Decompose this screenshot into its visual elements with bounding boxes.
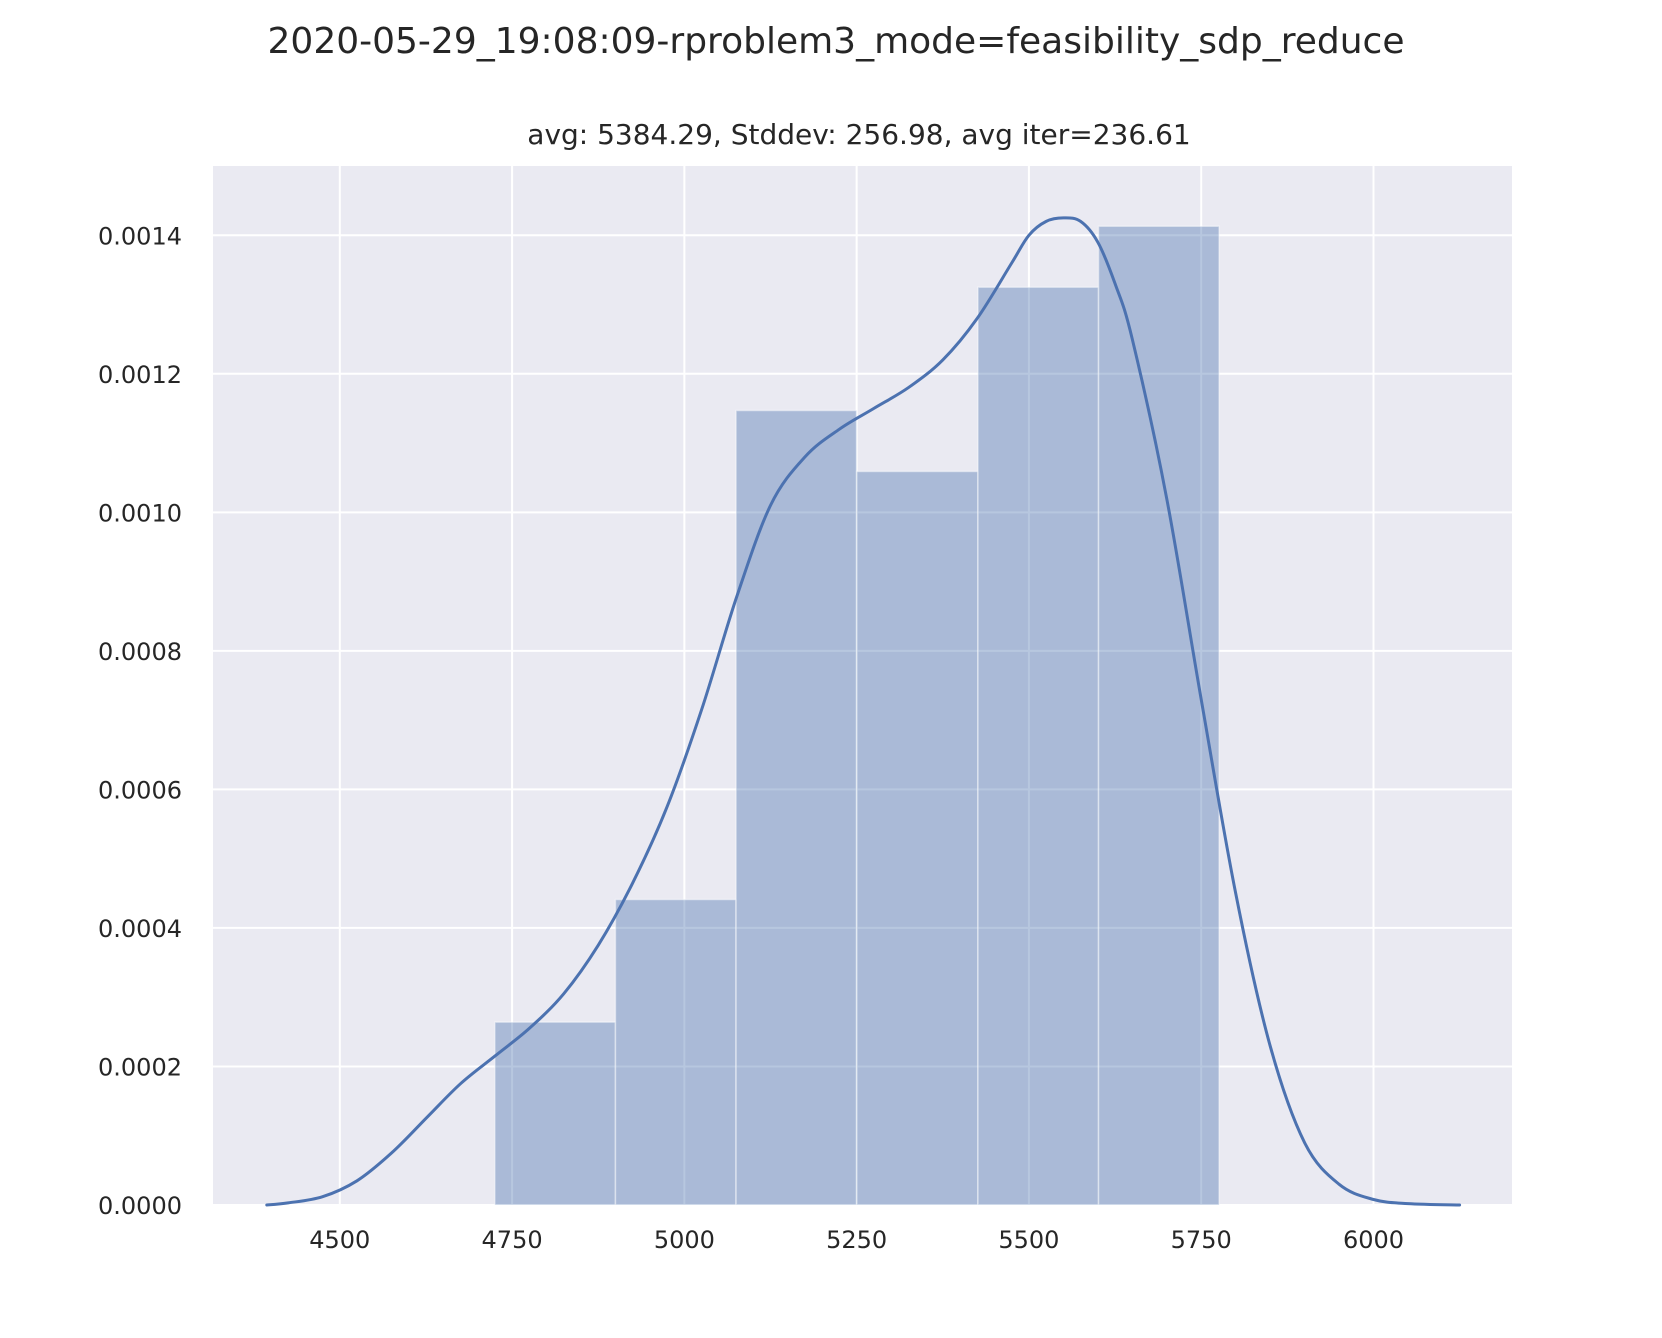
y-tick-label: 0.0002 (98, 1053, 182, 1081)
histogram-bar (1097, 225, 1220, 1206)
histogram-bar (614, 898, 737, 1206)
y-axis-tick-labels: 0.0000 0.0002 0.0004 0.0006 0.0008 0.0010 0.00… (98, 222, 182, 1220)
x-tick-label: 6000 (1343, 1226, 1404, 1254)
y-tick-label: 0.0006 (98, 776, 182, 804)
y-tick-label: 0.0010 (98, 499, 182, 527)
x-tick-label: 4500 (309, 1226, 370, 1254)
y-tick-label: 0.0008 (98, 638, 182, 666)
x-tick-label: 5250 (826, 1226, 887, 1254)
y-tick-label: 0.0004 (98, 915, 182, 943)
y-tick-label: 0.0014 (98, 222, 182, 250)
histogram-bar (494, 1021, 617, 1206)
x-tick-label: 4750 (482, 1226, 543, 1254)
histogram-bars (494, 225, 1220, 1206)
x-tick-label: 5000 (654, 1226, 715, 1254)
chart-subtitle: avg: 5384.29, Stddev: 256.98, avg iter=2… (527, 118, 1190, 151)
plot-area (213, 166, 1512, 1205)
chart-title: 2020-05-29_19:08:09-rproblem3_mode=feasi… (268, 21, 1405, 62)
x-tick-label: 5500 (998, 1226, 1059, 1254)
histogram-bar (977, 286, 1100, 1206)
x-tick-label: 5750 (1171, 1226, 1232, 1254)
x-axis-tick-labels: 4500 4750 5000 5250 5500 5750 6000 (309, 1226, 1404, 1254)
grid-lines (213, 166, 1512, 1206)
kde-curve (265, 216, 1462, 1207)
histogram-bar (855, 470, 979, 1206)
kde-curve-group (265, 216, 1462, 1207)
y-tick-label: 0.0000 (98, 1192, 182, 1220)
histogram-bar (735, 409, 858, 1206)
y-tick-label: 0.0012 (98, 361, 182, 389)
